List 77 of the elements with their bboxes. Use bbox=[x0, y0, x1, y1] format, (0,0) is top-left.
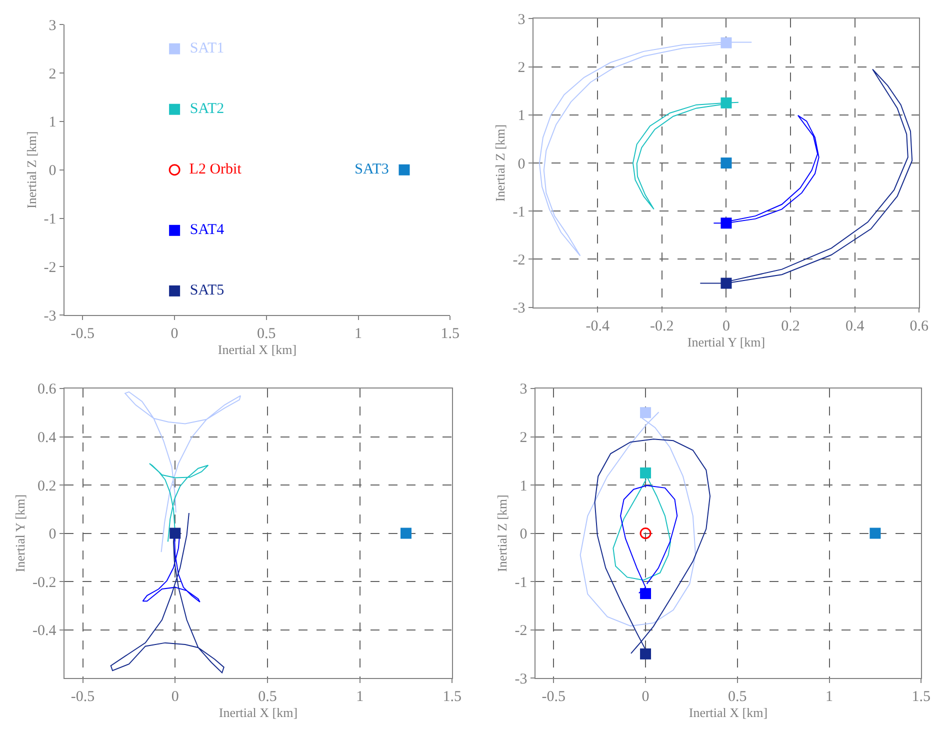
x-tick-label: 0.5 bbox=[258, 689, 277, 706]
x-axis-title: Inertial X [km] bbox=[218, 705, 298, 720]
x-tick-label: 0.2 bbox=[781, 318, 800, 334]
y-tick-label: 3 bbox=[518, 12, 526, 28]
series-label: SAT4 bbox=[182, 222, 232, 238]
series-label: SAT2 bbox=[182, 101, 232, 118]
y-tick-label: 0.6 bbox=[38, 382, 57, 398]
point bbox=[640, 648, 652, 660]
x-tick-label: 0.5 bbox=[257, 326, 276, 342]
series-label: SAT1 bbox=[182, 40, 232, 57]
y-tick-label: 0 bbox=[518, 156, 526, 172]
x-tick-label: 0 bbox=[722, 318, 730, 334]
x-tick-label: 1 bbox=[356, 689, 364, 706]
point bbox=[640, 588, 652, 600]
y-axis-title: Inertial Z [km] bbox=[24, 131, 39, 208]
series-label: L2 Orbit bbox=[182, 162, 249, 178]
x-tick-label: -0.5 bbox=[70, 689, 95, 706]
point bbox=[640, 528, 652, 540]
series-label: SAT5 bbox=[182, 282, 232, 299]
y-tick-label: 2 bbox=[520, 430, 528, 446]
y-tick-label: -3 bbox=[512, 300, 526, 317]
y-tick-label: -1 bbox=[514, 574, 528, 591]
y-tick-label: 0 bbox=[48, 526, 56, 543]
y-tick-label: -2 bbox=[44, 260, 56, 276]
y-tick-label: 0.4 bbox=[38, 430, 57, 446]
x-tick-label: 0.5 bbox=[728, 689, 747, 706]
x-axis-title: Inertial X [km] bbox=[218, 342, 297, 358]
y-tick-label: 1 bbox=[520, 478, 528, 494]
y-tick-label: 2 bbox=[48, 66, 56, 82]
point bbox=[870, 528, 881, 539]
point bbox=[640, 407, 652, 418]
y-axis-title: Inertial Z [km] bbox=[492, 124, 508, 202]
y-tick-label: 0 bbox=[48, 163, 56, 180]
line-series bbox=[148, 463, 209, 542]
y-tick-label: 1 bbox=[518, 108, 526, 124]
point bbox=[169, 104, 180, 115]
x-tick-label: 1.5 bbox=[442, 689, 462, 706]
x-tick-label: -0.2 bbox=[650, 318, 674, 334]
y-axis-title: Inertial Z [km] bbox=[494, 494, 510, 572]
y-tick-label: -1 bbox=[44, 212, 56, 228]
y-tick-label: 1 bbox=[48, 114, 56, 131]
y-tick-label: -2 bbox=[512, 252, 526, 268]
point bbox=[640, 467, 652, 478]
y-tick-label: -1 bbox=[512, 204, 526, 220]
series-label: SAT3 bbox=[347, 162, 396, 178]
y-tick-label: 0 bbox=[520, 526, 528, 543]
y-axis-title: Inertial Y [km] bbox=[12, 494, 28, 572]
x-tick-label: -0.4 bbox=[586, 318, 610, 334]
x-axis-title: Inertial Y [km] bbox=[687, 334, 766, 350]
x-tick-label: 0 bbox=[642, 689, 650, 706]
y-tick-label: 0.2 bbox=[38, 478, 56, 494]
x-tick-label: 0.6 bbox=[910, 318, 930, 334]
y-tick-label: 2 bbox=[518, 60, 526, 76]
x-tick-label: 1 bbox=[354, 326, 362, 342]
x-tick-label: 1.5 bbox=[912, 689, 931, 706]
x-tick-label: 1.5 bbox=[440, 326, 460, 342]
y-tick-label: -2 bbox=[514, 623, 528, 640]
line-series bbox=[110, 512, 224, 674]
point bbox=[169, 43, 180, 54]
y-tick-label: -0.2 bbox=[32, 574, 56, 591]
y-tick-label: 3 bbox=[520, 382, 528, 398]
y-tick-label: -0.4 bbox=[32, 623, 57, 640]
x-tick-label: -0.5 bbox=[70, 326, 95, 342]
point bbox=[398, 164, 410, 176]
y-tick-label: 3 bbox=[48, 18, 56, 34]
line-series bbox=[124, 391, 242, 553]
point bbox=[169, 285, 180, 296]
x-tick-label: 0.4 bbox=[845, 318, 865, 334]
point bbox=[169, 224, 180, 236]
point bbox=[168, 164, 180, 176]
y-tick-label: -3 bbox=[514, 671, 528, 688]
x-tick-label: 0 bbox=[170, 326, 178, 342]
x-axis-title: Inertial X [km] bbox=[688, 705, 768, 720]
y-tick-label: -3 bbox=[44, 308, 56, 324]
x-tick-label: -0.5 bbox=[542, 689, 566, 706]
x-tick-label: 0 bbox=[171, 689, 179, 706]
x-tick-label: 1 bbox=[826, 689, 834, 706]
